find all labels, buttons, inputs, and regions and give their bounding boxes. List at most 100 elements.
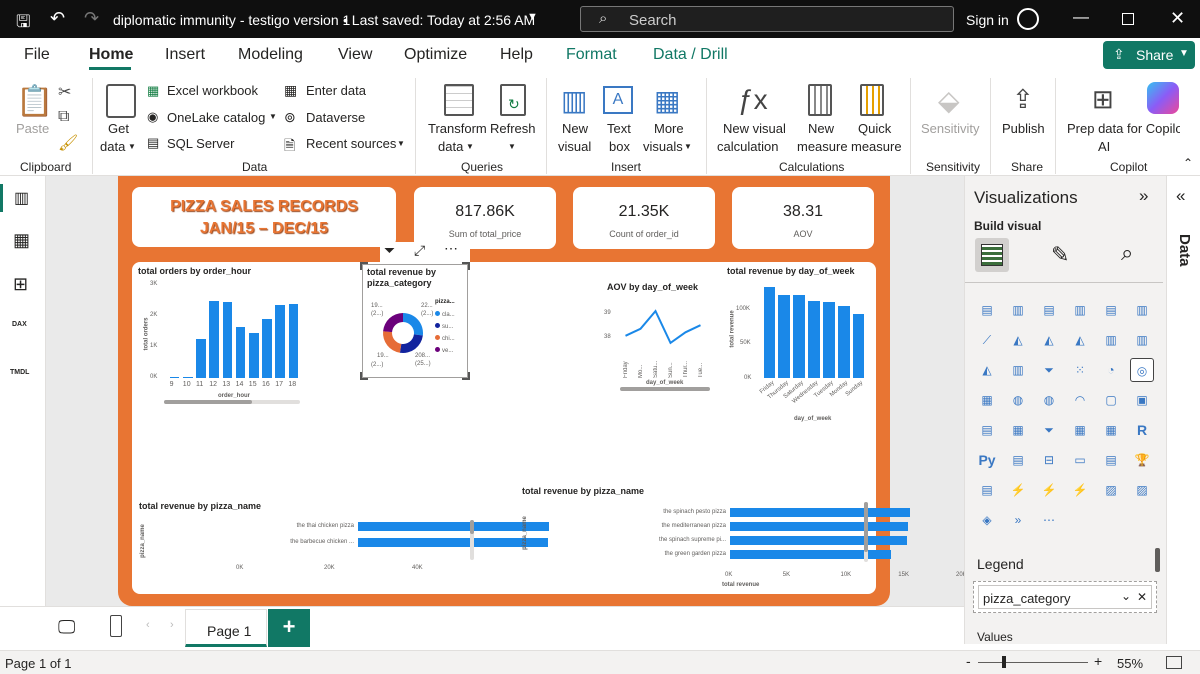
aov-scrollbar[interactable] xyxy=(620,387,710,391)
viz-area-icon[interactable]: ◭ xyxy=(1013,333,1023,347)
viz-donut-icon[interactable]: ◎ xyxy=(1130,358,1154,382)
chevron-down-icon[interactable]: ⌄ xyxy=(1121,589,1132,603)
viz-r-visual-icon[interactable]: R xyxy=(1136,422,1148,438)
viz-power-apps-icon[interactable]: ⚡ xyxy=(1010,483,1026,497)
viz-key-influencers-icon[interactable]: ▤ xyxy=(1012,453,1024,467)
resize-handle[interactable] xyxy=(462,262,470,270)
prep-data-button[interactable]: Prep data for Copilot xyxy=(1067,121,1180,136)
fit-to-page-icon[interactable] xyxy=(1166,656,1182,669)
model-view-icon[interactable]: ⊞ xyxy=(13,274,29,294)
tab-optimize[interactable]: Optimize xyxy=(404,46,468,63)
viz-paginated-icon[interactable]: ▤ xyxy=(981,483,993,497)
prev-page-icon[interactable]: ‹ xyxy=(146,619,150,631)
viz-clustered-line-icon[interactable]: ▥ xyxy=(1012,363,1024,377)
redo-icon[interactable]: ↷ xyxy=(84,8,100,28)
transform-data-label-2[interactable]: data xyxy=(438,139,464,154)
format-painter-icon[interactable]: 🖌 xyxy=(58,135,79,152)
viz-smart-narrative-icon[interactable]: ▤ xyxy=(1105,453,1117,467)
next-page-icon[interactable]: › xyxy=(170,619,174,631)
viz-scatter-icon[interactable]: ⁙ xyxy=(1074,363,1086,377)
kpi-card-orders[interactable]: 21.35K Count of order_id xyxy=(573,187,715,249)
excel-workbook-button[interactable]: Excel workbook xyxy=(167,83,259,98)
viz-stacked-area-icon[interactable]: ◭ xyxy=(1044,333,1054,347)
viz-waterfall-icon[interactable]: ▥ xyxy=(1105,333,1117,347)
account-icon[interactable] xyxy=(1017,8,1039,30)
viz-table-icon[interactable]: ▦ xyxy=(1074,423,1086,437)
viz-line-stacked-icon[interactable]: ◭ xyxy=(982,363,992,377)
close-icon[interactable]: ✕ xyxy=(1170,8,1186,28)
viz-pie-icon[interactable]: ◔ xyxy=(1107,363,1115,377)
legend-field-pill[interactable]: pizza_category ⌄ ✕ xyxy=(978,585,1152,609)
search-box[interactable]: ⌕ Search xyxy=(580,6,954,32)
viz-more-icon[interactable]: ⋯ xyxy=(1043,513,1055,527)
zoom-slider[interactable] xyxy=(978,662,1088,663)
undo-icon[interactable]: ↶ xyxy=(50,8,66,28)
zoom-slider-thumb[interactable] xyxy=(1002,656,1006,668)
legend-well[interactable]: pizza_category ⌄ ✕ xyxy=(973,581,1157,613)
tab-file[interactable]: File xyxy=(24,46,50,63)
desktop-layout-icon[interactable]: 🖵 xyxy=(58,617,76,637)
viz-stacked-column-icon[interactable]: ▥ xyxy=(1012,303,1024,317)
new-visual-button[interactable]: New xyxy=(562,121,589,136)
pizza-name-chart-1[interactable]: pizza_name the thai chicken pizza the bar… xyxy=(136,516,550,578)
document-title[interactable]: diplomatic immunity - testigo version 1 xyxy=(113,12,351,28)
viz-clustered-column-icon[interactable]: ▥ xyxy=(1074,303,1086,317)
viz-multi-card-icon[interactable]: ▣ xyxy=(1136,393,1148,407)
report-view-icon[interactable]: ▥ xyxy=(14,190,30,207)
more-visuals-label-2[interactable]: visuals xyxy=(643,139,683,154)
cut-icon[interactable]: ✂ xyxy=(58,84,72,101)
quick-measure-button[interactable]: Quick xyxy=(858,121,892,136)
viz-chevrons-icon[interactable]: » xyxy=(1014,513,1022,527)
viz-card-icon[interactable]: ▢ xyxy=(1105,393,1117,407)
viz-diamond-icon[interactable]: ◈ xyxy=(982,513,992,527)
viz-100-column-icon[interactable]: ▥ xyxy=(1136,303,1148,317)
viz-table2-icon[interactable]: ▦ xyxy=(1105,423,1117,437)
analytics-icon[interactable]: ⌕ xyxy=(1121,240,1134,265)
rev-day-chart[interactable]: total revenue 100K 50K 0K Friday Thursday… xyxy=(726,280,876,430)
page-tab-1[interactable]: Page 1 xyxy=(185,609,267,647)
pizza-name-chart-2[interactable]: pizza_name the spinach pesto pizza the me… xyxy=(518,502,967,594)
save-icon[interactable]: 🖫 xyxy=(16,12,31,31)
viz-matrix-icon[interactable]: ▦ xyxy=(1012,423,1024,437)
get-data-label-2[interactable]: data xyxy=(100,139,126,154)
zoom-out-icon[interactable]: - xyxy=(966,653,971,669)
tab-help[interactable]: Help xyxy=(500,46,533,63)
viz-map-icon[interactable]: ◍ xyxy=(1012,393,1024,407)
remove-field-icon[interactable]: ✕ xyxy=(1137,590,1148,604)
viz-trophy-icon[interactable]: 🏆 xyxy=(1134,453,1150,467)
text-box-button[interactable]: Text xyxy=(607,121,631,136)
mobile-layout-icon[interactable] xyxy=(110,615,122,637)
share-button[interactable]: ⇪ Share ▼ xyxy=(1103,41,1195,69)
viz-power-automate-icon[interactable]: ⚡ xyxy=(1041,483,1057,497)
viz-treemap-icon[interactable]: ▦ xyxy=(981,393,993,407)
viz-clustered-bar-icon[interactable]: ▤ xyxy=(1043,303,1055,317)
orders-chart[interactable]: total orders 3K 2K 1K 0K 9 10 11 12 13 14 15 16… xyxy=(138,281,300,406)
more-visuals-button[interactable]: More xyxy=(654,121,684,136)
new-visual-label-2[interactable]: visual xyxy=(558,139,592,154)
table-view-icon[interactable]: ▦ xyxy=(13,230,31,250)
recent-sources-button[interactable]: Recent sources xyxy=(306,136,397,151)
chevron-down-icon[interactable]: ▼ xyxy=(397,139,405,148)
add-page-button[interactable]: + xyxy=(268,609,310,647)
tab-data-drill[interactable]: Data / Drill xyxy=(653,46,728,63)
tab-insert[interactable]: Insert xyxy=(165,46,206,63)
kpi-card-revenue[interactable]: 817.86K Sum of total_price xyxy=(414,187,556,249)
aov-chart[interactable]: 39 38 Friday Mo... Satu... Sun... Thur... Tue… xyxy=(604,296,714,391)
tab-format[interactable]: Format xyxy=(566,46,617,63)
copy-icon[interactable]: ⧉ xyxy=(58,108,70,125)
chevron-down-icon[interactable]: ▼ xyxy=(508,142,516,151)
dax-view-icon[interactable]: DAX xyxy=(12,321,27,328)
refresh-button[interactable]: Refresh xyxy=(490,121,536,136)
pane-scrollbar[interactable] xyxy=(1155,548,1160,572)
sign-in-link[interactable]: Sign in xyxy=(966,12,1009,28)
viz-decomposition-icon[interactable]: ⊟ xyxy=(1043,453,1055,467)
orders-scrollbar[interactable] xyxy=(164,400,300,404)
viz-qa-icon[interactable]: ▭ xyxy=(1074,453,1086,467)
pn1-scrollbar[interactable] xyxy=(470,520,474,560)
viz-gauge-icon[interactable]: ◠ xyxy=(1074,393,1086,407)
collapse-ribbon-icon[interactable]: ⌃ xyxy=(1183,156,1194,170)
build-visual-tab[interactable] xyxy=(975,238,1009,272)
filter-icon[interactable]: ⏷ xyxy=(384,242,396,258)
sensitivity-button[interactable]: Sensitivity xyxy=(921,121,980,136)
viz-stacked-bar-icon[interactable]: ▤ xyxy=(981,303,993,317)
